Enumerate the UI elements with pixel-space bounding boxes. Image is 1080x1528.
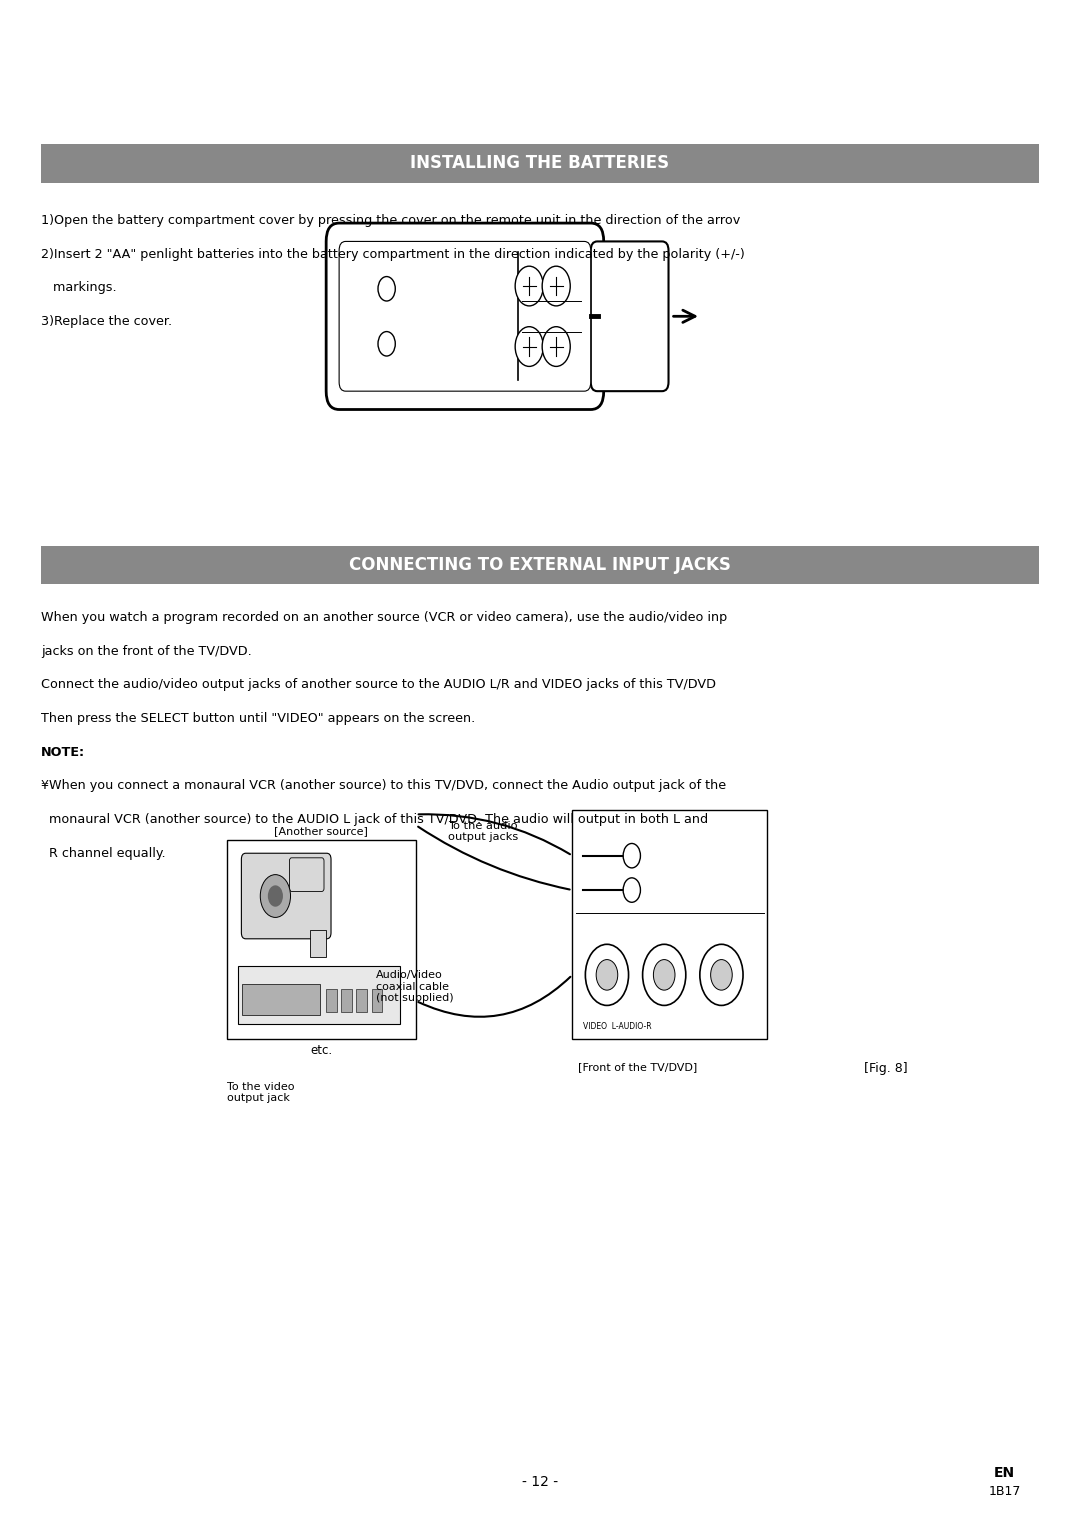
Text: monaural VCR (another source) to the AUDIO L jack of this TV/DVD. The audio will: monaural VCR (another source) to the AUD… [41, 813, 708, 827]
Text: 2)Insert 2 "AA" penlight batteries into the battery compartment in the direction: 2)Insert 2 "AA" penlight batteries into … [41, 248, 745, 261]
Bar [572, 810, 767, 1039]
Text: [Another source]: [Another source] [274, 825, 368, 836]
Circle shape [542, 327, 570, 367]
Bar [341, 989, 352, 1012]
Circle shape [623, 877, 640, 902]
Text: To the video
output jack: To the video output jack [227, 1082, 294, 1103]
Text: INSTALLING THE BATTERIES: INSTALLING THE BATTERIES [410, 154, 670, 173]
Circle shape [515, 266, 543, 306]
Text: [Front of the TV/DVD]: [Front of the TV/DVD] [578, 1062, 697, 1073]
FancyBboxPatch shape [41, 545, 1039, 584]
Circle shape [378, 332, 395, 356]
Text: Connect the audio/video output jacks of another source to the AUDIO L/R and VIDE: Connect the audio/video output jacks of … [41, 678, 716, 692]
Text: EN: EN [994, 1465, 1015, 1481]
FancyBboxPatch shape [339, 241, 591, 391]
Circle shape [515, 327, 543, 367]
Text: CONNECTING TO EXTERNAL INPUT JACKS: CONNECTING TO EXTERNAL INPUT JACKS [349, 556, 731, 575]
Text: 1B17: 1B17 [988, 1485, 1021, 1497]
Text: [Fig. 8]: [Fig. 8] [864, 1062, 907, 1076]
Circle shape [260, 874, 291, 917]
Bar [242, 984, 320, 1015]
Circle shape [653, 960, 675, 990]
FancyBboxPatch shape [289, 857, 324, 891]
Text: When you watch a program recorded on an another source (VCR or video camera), us: When you watch a program recorded on an … [41, 611, 727, 625]
Text: VIDEO  L-AUDIO-R: VIDEO L-AUDIO-R [583, 1022, 652, 1031]
Circle shape [711, 960, 732, 990]
Circle shape [542, 266, 570, 306]
Text: markings.: markings. [41, 281, 117, 295]
Text: etc.: etc. [310, 1044, 333, 1057]
Bar [372, 989, 382, 1012]
Bar [310, 929, 326, 957]
FancyBboxPatch shape [41, 144, 1039, 182]
Circle shape [596, 960, 618, 990]
Bar [326, 989, 337, 1012]
Text: ¥When you connect a monaural VCR (another source) to this TV/DVD, connect the Au: ¥When you connect a monaural VCR (anothe… [41, 779, 726, 793]
Text: Then press the SELECT button until "VIDEO" appears on the screen.: Then press the SELECT button until "VIDE… [41, 712, 475, 726]
Text: R channel equally.: R channel equally. [41, 847, 165, 860]
Circle shape [585, 944, 629, 1005]
FancyBboxPatch shape [326, 223, 604, 410]
Bar [356, 989, 367, 1012]
Circle shape [643, 944, 686, 1005]
Text: jacks on the front of the TV/DVD.: jacks on the front of the TV/DVD. [41, 645, 252, 659]
Circle shape [268, 885, 283, 906]
Text: - 12 -: - 12 - [522, 1475, 558, 1490]
Text: NOTE:: NOTE: [41, 746, 85, 759]
FancyBboxPatch shape [591, 241, 669, 391]
FancyBboxPatch shape [242, 853, 330, 938]
Circle shape [623, 843, 640, 868]
Bar [238, 966, 400, 1024]
Circle shape [378, 277, 395, 301]
Text: 1)Open the battery compartment cover by pressing the cover on the remote unit in: 1)Open the battery compartment cover by … [41, 214, 740, 228]
Text: 3)Replace the cover.: 3)Replace the cover. [41, 315, 172, 329]
Bar [227, 840, 416, 1039]
Circle shape [700, 944, 743, 1005]
Text: Audio/Video
coaxial cable
(not supplied): Audio/Video coaxial cable (not supplied) [376, 970, 454, 1004]
Text: To the audio
output jacks: To the audio output jacks [448, 821, 518, 842]
